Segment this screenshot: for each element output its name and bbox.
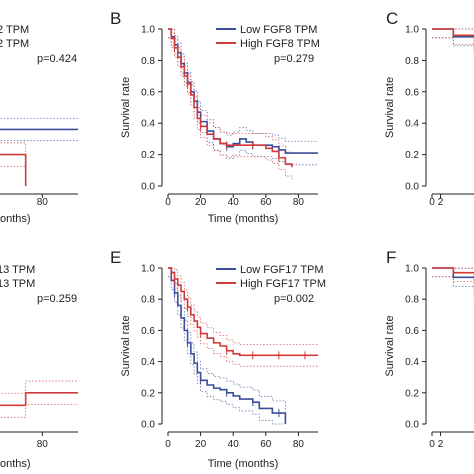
y-tick-label: 0.6 [141,326,155,337]
series-1-curve [168,267,318,357]
panel-b: B 0.0 0.2 0.4 0.6 0.8 1.0 Survival rate 0 20 40 60 8… [110,9,320,225]
panel-letter: C [386,9,398,28]
y-tick-label: 0.6 [405,87,419,98]
y-tick-label: 1.0 [141,25,155,36]
y-tick-label: 0.0 [141,182,155,193]
y-tick-label: 0.2 [405,388,419,399]
series-1-curve [432,28,474,49]
x-tick-label: 60 [260,197,272,208]
x-tick-label: 0 [165,439,171,450]
y-tick-label: 0.2 [141,388,155,399]
p-value: p=0.002 [274,293,314,305]
y-tick-label: 1.0 [405,264,419,275]
series-0-ci-lower [168,37,318,166]
legend-entry-0: Low FGF17 TPM [240,264,324,276]
y-tick-label: 0.2 [141,150,155,161]
x-tick-label: 2 [438,197,444,208]
series-1-ci-lower [168,276,318,367]
panel-letter: B [110,9,121,28]
y-tick-label: 0.4 [405,119,419,130]
y-axis-label: Survival rate [120,77,132,138]
x-tick-label: 0 [165,197,171,208]
series-1-ci-lower [0,166,27,186]
legend-entry-0: FGF2 TPM [0,24,29,36]
series-0-ci-upper [432,267,474,269]
y-tick-label: 0.0 [405,420,419,431]
series-1-ci-upper [0,142,27,174]
legend-entry-0: Low FGF8 TPM [240,24,317,36]
y-tick-label: 0.2 [405,150,419,161]
y-tick-label: 1.0 [405,25,419,36]
series-1-ci-upper [0,380,78,394]
y-axis-label: Survival rate [384,77,396,138]
series-1-ci-upper [168,28,293,156]
x-axis-label: onths) [0,213,31,225]
series-1-ci-upper [432,28,474,30]
series-1-curve [168,28,293,168]
series-1-ci-lower [0,404,78,418]
legend-entry-0: FGF13 TPM [0,264,35,276]
series-1-ci-upper [168,267,318,345]
x-tick-label: 0 [429,439,435,450]
y-tick-label: 0.4 [405,357,419,368]
x-tick-label: 80 [293,197,305,208]
series-1-curve [0,153,27,186]
y-tick-label: 0.0 [141,420,155,431]
series-1-ci-lower [168,37,293,180]
series-0-ci-lower [168,276,286,425]
x-tick-label: 20 [195,439,207,450]
x-tick-label: 0 [429,197,435,208]
y-tick-label: 0.6 [141,87,155,98]
series-1-ci-lower [432,37,474,45]
x-tick-label: 80 [293,439,305,450]
panel-letter: E [110,248,121,267]
panel-f: F 0.0 0.2 0.4 0.6 0.8 1.0 Survival rate 0 2 [384,248,474,450]
y-tick-label: 0.0 [405,182,419,193]
panel-a: 80 onths) FGF2 TPM FGF2 TPM p=0.424 [0,24,78,225]
x-axis-label: Time (months) [208,458,279,470]
x-tick-label: 80 [37,439,49,450]
y-axis-label: Survival rate [120,315,132,376]
y-axis-label: Survival rate [384,315,396,376]
x-tick-label: 60 [260,439,272,450]
y-tick-label: 0.8 [141,56,155,67]
x-tick-label: 20 [195,197,207,208]
x-axis-label: onths) [0,458,31,470]
series-0-ci-lower [432,276,474,287]
x-tick-label: 40 [228,197,240,208]
series-0-curve [168,267,287,424]
series-1-ci-lower [432,276,474,282]
y-tick-label: 0.8 [405,295,419,306]
y-tick-label: 0.8 [141,295,155,306]
y-tick-label: 0.4 [141,357,155,368]
panel-c: C 0.0 0.2 0.4 0.6 0.8 1.0 Survival rate 0 2 [384,9,474,208]
legend-entry-1: High FGF8 TPM [240,38,320,50]
y-tick-label: 0.8 [405,56,419,67]
y-tick-label: 0.6 [405,326,419,337]
legend-entry-1: FGF2 TPM [0,38,29,50]
y-tick-label: 1.0 [141,264,155,275]
series-1-curve [432,267,474,285]
legend-entry-1: High FGF17 TPM [240,278,326,290]
p-value: p=0.279 [274,53,314,65]
series-1-curve [0,392,78,407]
series-0-curve [432,267,474,297]
panel-letter: F [386,248,396,267]
legend-entry-1: FGF13 TPM [0,278,35,290]
x-tick-label: 40 [228,439,240,450]
p-value: p=0.424 [37,53,77,65]
x-tick-label: 2 [438,439,444,450]
x-tick-label: 80 [37,197,49,208]
x-axis-label: Time (months) [208,213,279,225]
series-0-ci-upper [168,267,286,412]
series-0-ci-lower [432,37,474,47]
panel-e: E 0.0 0.2 0.4 0.6 0.8 1.0 Survival rate 0 20 40 60 8… [110,248,326,470]
y-tick-label: 0.4 [141,119,155,130]
p-value: p=0.259 [37,293,77,305]
